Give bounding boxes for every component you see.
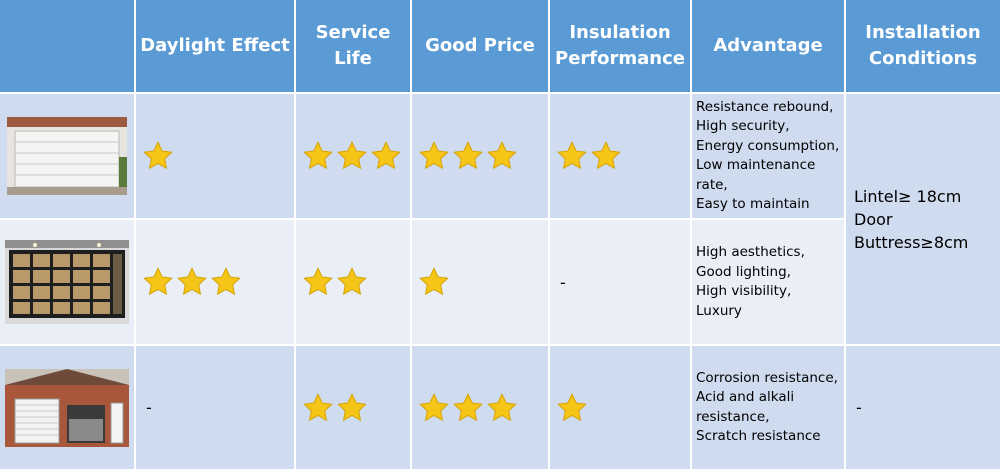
- white-sectional-garage-door-image: [0, 94, 134, 218]
- star-icon: [143, 267, 173, 296]
- row2-service-life-rating: [296, 220, 410, 344]
- row2-insulation-rating: -: [550, 220, 690, 344]
- roller-shutter-garage-door-image: [0, 346, 134, 469]
- row1-advantage: Resistance rebound, High security, Energ…: [692, 94, 844, 218]
- row2-daylight-rating: [136, 220, 294, 344]
- star-icon: [419, 267, 449, 296]
- header-advantage: Advantage: [692, 0, 844, 92]
- row1-service-life-rating: [296, 94, 410, 218]
- header-service-life: Service Life: [296, 0, 410, 92]
- row1-price-rating: [412, 94, 548, 218]
- star-icon: [177, 267, 207, 296]
- row3-insulation-rating: [550, 346, 690, 469]
- star-icon: [337, 392, 367, 421]
- star-icon: [591, 141, 621, 170]
- star-icon: [419, 141, 449, 170]
- star-icon: [211, 267, 241, 296]
- row3-service-life-rating: [296, 346, 410, 469]
- row2-advantage: High aesthetics, Good lighting, High vis…: [692, 220, 844, 344]
- star-icon: [303, 141, 333, 170]
- header-empty: [0, 0, 134, 92]
- glass-panel-garage-door-image: [0, 220, 134, 344]
- star-icon: [557, 392, 587, 421]
- star-icon: [453, 392, 483, 421]
- header-good-price: Good Price: [412, 0, 548, 92]
- header-daylight-effect: Daylight Effect: [136, 0, 294, 92]
- star-icon: [487, 392, 517, 421]
- row3-installation-conditions: -: [846, 346, 1000, 469]
- star-icon: [337, 141, 367, 170]
- row2-price-rating: [412, 220, 548, 344]
- row3-daylight-rating: -: [136, 346, 294, 469]
- star-icon: [371, 141, 401, 170]
- header-insulation-performance: Insulation Performance: [550, 0, 690, 92]
- star-icon: [419, 392, 449, 421]
- row1-daylight-rating: [136, 94, 294, 218]
- star-icon: [143, 141, 173, 170]
- row3-price-rating: [412, 346, 548, 469]
- star-icon: [453, 141, 483, 170]
- star-icon: [487, 141, 517, 170]
- row1-insulation-rating: [550, 94, 690, 218]
- star-icon: [557, 141, 587, 170]
- installation-conditions-merged: Lintel≥ 18cm Door Buttress≥8cm: [846, 94, 1000, 344]
- header-installation-conditions: Installation Conditions: [846, 0, 1000, 92]
- star-icon: [337, 267, 367, 296]
- star-icon: [303, 267, 333, 296]
- star-icon: [303, 392, 333, 421]
- row3-advantage: Corrosion resistance, Acid and alkali re…: [692, 346, 844, 469]
